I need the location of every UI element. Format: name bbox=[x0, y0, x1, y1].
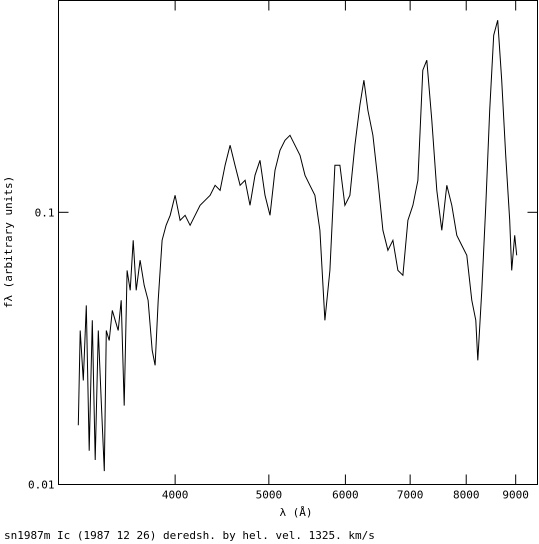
x-tick-label: 4000 bbox=[162, 489, 189, 502]
x-tick-label: 6000 bbox=[332, 489, 359, 502]
y-axis-label: fλ (arbitrary units) bbox=[2, 176, 15, 308]
y-tick-label: 0.1 bbox=[35, 206, 55, 219]
x-tick-label: 8000 bbox=[453, 489, 480, 502]
x-axis-label: λ (Å) bbox=[279, 506, 312, 519]
spectrum-line bbox=[77, 20, 518, 472]
x-tick-label: 7000 bbox=[397, 489, 424, 502]
x-tick-label: 9000 bbox=[502, 489, 529, 502]
x-tick-label: 5000 bbox=[256, 489, 283, 502]
plot-frame bbox=[58, 0, 538, 485]
y-tick-label: 0.01 bbox=[28, 479, 55, 492]
caption: sn1987m Ic (1987 12 26) deredsh. by hel.… bbox=[4, 529, 375, 542]
